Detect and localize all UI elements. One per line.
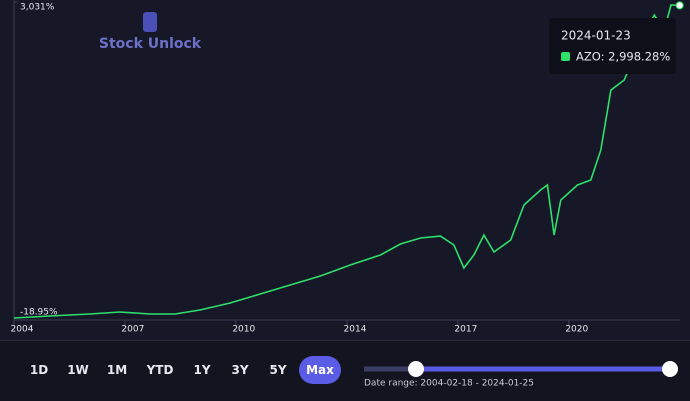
range-button[interactable]: Max — [299, 356, 341, 384]
y-tick-label: -18.95% — [20, 308, 58, 318]
logo: Stock Unlock — [99, 12, 202, 52]
tooltip-date: 2024-01-23 — [561, 29, 631, 43]
tooltip-value: AZO: 2,998.28% — [576, 50, 670, 64]
range-button[interactable]: 1Y — [193, 363, 211, 377]
slider-handle-end[interactable] — [662, 361, 678, 377]
chart: Stock Unlock -18.95% 3,031% 2004 2007 2010 20… — [10, 0, 684, 335]
tooltip-box — [549, 18, 676, 74]
logo-icon — [143, 12, 157, 32]
x-tick-label: 2020 — [565, 325, 588, 335]
slider-handle-start[interactable] — [408, 361, 424, 377]
hover-point — [675, 1, 684, 10]
range-button[interactable]: 5Y — [269, 363, 287, 377]
x-tick-label: 2007 — [121, 325, 144, 335]
tooltip: 2024-01-23 AZO: 2,998.28% — [549, 18, 676, 74]
range-button[interactable]: 1W — [67, 363, 89, 377]
x-tick-label: 2010 — [232, 325, 255, 335]
range-button[interactable]: 3Y — [231, 363, 249, 377]
date-range: Date range: 2004-02-18 - 2024-01-25 — [364, 379, 534, 389]
range-button[interactable]: YTD — [146, 363, 174, 377]
price-line — [13, 4, 680, 319]
tooltip-swatch — [561, 52, 570, 61]
x-tick-label: 2014 — [344, 325, 367, 335]
range-button[interactable]: 1M — [106, 363, 128, 377]
logo-text: Stock Unlock — [99, 36, 202, 52]
range-button[interactable]: 1D — [29, 363, 49, 377]
range-slider: Date range: 2004-02-18 - 2024-01-25 — [364, 361, 678, 389]
x-tick-label: 2004 — [11, 325, 34, 335]
y-tick-label: 3,031% — [20, 3, 55, 13]
x-tick-label: 2017 — [454, 325, 477, 335]
